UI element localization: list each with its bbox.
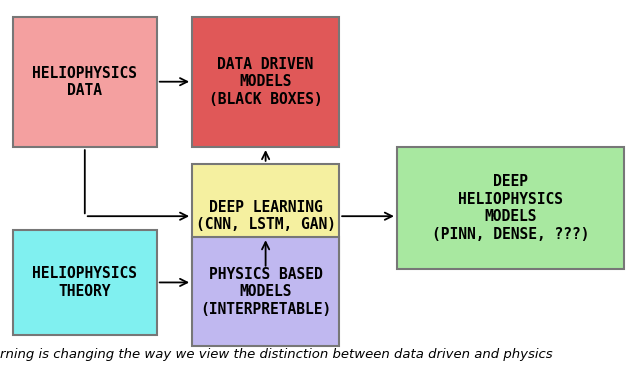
Text: HELIOPHYSICS
THEORY: HELIOPHYSICS THEORY	[32, 266, 138, 299]
FancyBboxPatch shape	[13, 230, 157, 335]
Text: HELIOPHYSICS
DATA: HELIOPHYSICS DATA	[32, 66, 138, 98]
Text: PHYSICS BASED
MODELS
(INTERPRETABLE): PHYSICS BASED MODELS (INTERPRETABLE)	[200, 267, 332, 316]
FancyBboxPatch shape	[397, 147, 624, 269]
FancyBboxPatch shape	[13, 17, 157, 147]
FancyBboxPatch shape	[192, 17, 339, 147]
Text: DEEP LEARNING
(CNN, LSTM, GAN): DEEP LEARNING (CNN, LSTM, GAN)	[196, 200, 335, 233]
Text: rning is changing the way we view the distinction between data driven and physic: rning is changing the way we view the di…	[0, 348, 552, 361]
FancyBboxPatch shape	[192, 237, 339, 346]
Text: DEEP
HELIOPHYSICS
MODELS
(PINN, DENSE, ???): DEEP HELIOPHYSICS MODELS (PINN, DENSE, ?…	[431, 174, 589, 241]
Text: DATA DRIVEN
MODELS
(BLACK BOXES): DATA DRIVEN MODELS (BLACK BOXES)	[209, 57, 323, 107]
FancyBboxPatch shape	[192, 164, 339, 269]
